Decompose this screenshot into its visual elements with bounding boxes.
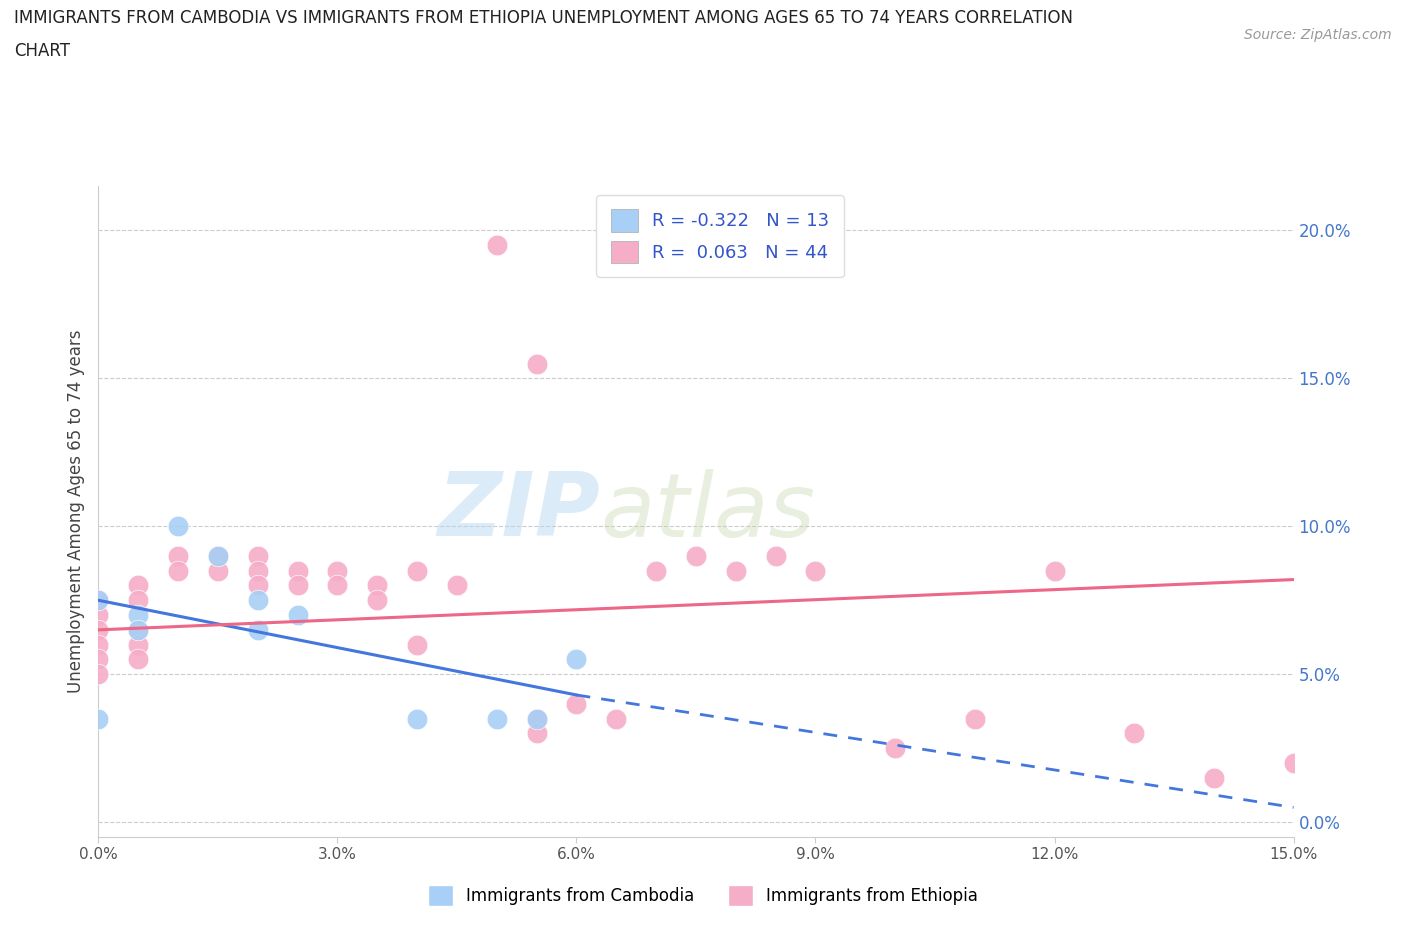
Legend: R = -0.322   N = 13, R =  0.063   N = 44: R = -0.322 N = 13, R = 0.063 N = 44 — [596, 195, 844, 277]
Point — [127, 607, 149, 622]
Point — [326, 578, 349, 593]
Point — [963, 711, 986, 726]
Point — [485, 238, 508, 253]
Point — [1043, 564, 1066, 578]
Point — [167, 549, 190, 564]
Point — [127, 592, 149, 607]
Point — [167, 564, 190, 578]
Point — [87, 637, 110, 652]
Point — [246, 622, 269, 637]
Point — [884, 741, 907, 756]
Point — [207, 549, 229, 564]
Point — [485, 711, 508, 726]
Point — [406, 564, 429, 578]
Point — [127, 622, 149, 637]
Point — [605, 711, 627, 726]
Point — [207, 549, 229, 564]
Text: IMMIGRANTS FROM CAMBODIA VS IMMIGRANTS FROM ETHIOPIA UNEMPLOYMENT AMONG AGES 65 : IMMIGRANTS FROM CAMBODIA VS IMMIGRANTS F… — [14, 9, 1073, 27]
Point — [246, 549, 269, 564]
Point — [127, 622, 149, 637]
Point — [526, 711, 548, 726]
Point — [1202, 770, 1225, 785]
Point — [207, 564, 229, 578]
Point — [287, 607, 309, 622]
Point — [804, 564, 827, 578]
Point — [87, 711, 110, 726]
Point — [246, 564, 269, 578]
Text: CHART: CHART — [14, 42, 70, 60]
Point — [565, 652, 588, 667]
Point — [287, 564, 309, 578]
Point — [87, 667, 110, 682]
Point — [446, 578, 468, 593]
Legend: Immigrants from Cambodia, Immigrants from Ethiopia: Immigrants from Cambodia, Immigrants fro… — [422, 879, 984, 912]
Point — [406, 711, 429, 726]
Point — [87, 607, 110, 622]
Point — [127, 637, 149, 652]
Text: Source: ZipAtlas.com: Source: ZipAtlas.com — [1244, 28, 1392, 42]
Point — [127, 578, 149, 593]
Point — [724, 564, 747, 578]
Point — [1123, 726, 1146, 741]
Point — [246, 578, 269, 593]
Text: ZIP: ZIP — [437, 468, 600, 555]
Point — [366, 578, 388, 593]
Point — [765, 549, 787, 564]
Point — [127, 652, 149, 667]
Point — [87, 592, 110, 607]
Point — [87, 592, 110, 607]
Point — [645, 564, 668, 578]
Point — [326, 564, 349, 578]
Point — [1282, 755, 1305, 770]
Point — [87, 652, 110, 667]
Point — [526, 711, 548, 726]
Text: atlas: atlas — [600, 469, 815, 554]
Point — [287, 578, 309, 593]
Point — [526, 726, 548, 741]
Point — [685, 549, 707, 564]
Point — [167, 519, 190, 534]
Point — [565, 697, 588, 711]
Y-axis label: Unemployment Among Ages 65 to 74 years: Unemployment Among Ages 65 to 74 years — [66, 330, 84, 693]
Point — [366, 592, 388, 607]
Point — [87, 622, 110, 637]
Point — [406, 637, 429, 652]
Point — [246, 592, 269, 607]
Point — [526, 356, 548, 371]
